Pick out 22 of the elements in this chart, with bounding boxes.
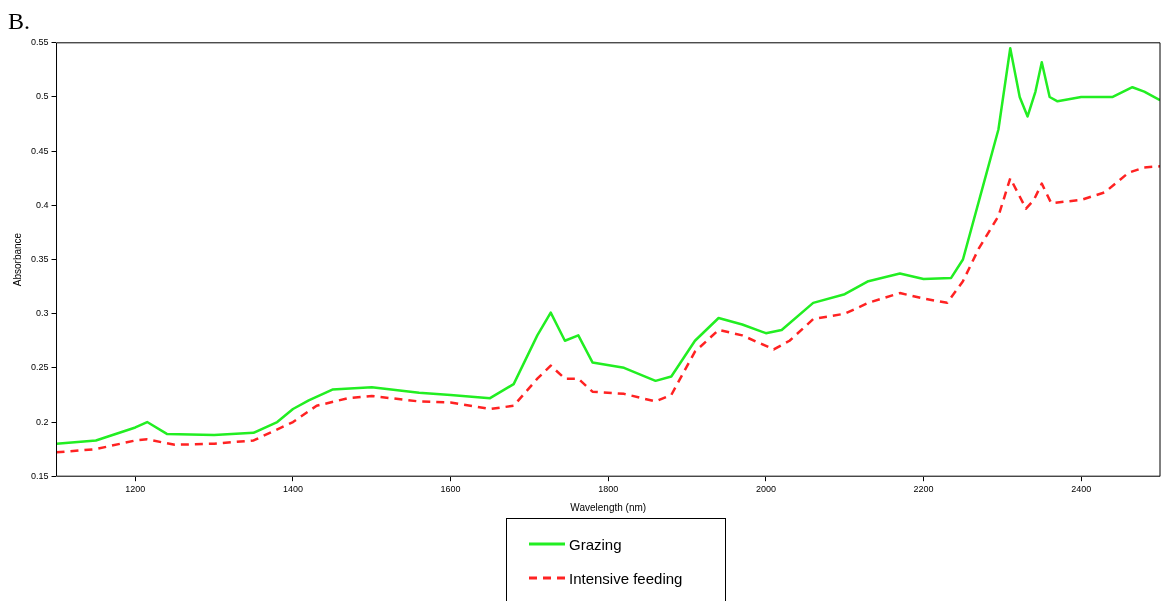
- x-tick-label: 1200: [125, 484, 146, 495]
- y-tick-label: 0.15: [30, 470, 49, 481]
- legend-label: Grazing: [569, 535, 622, 553]
- y-tick-label: 0.45: [30, 145, 49, 156]
- y-tick-label: 0.35: [30, 253, 49, 264]
- chart-title: B.: [8, 7, 31, 34]
- y-tick-label: 0.5: [36, 91, 49, 102]
- line-series: [56, 165, 1160, 454]
- x-tick-label: 1600: [440, 484, 461, 495]
- y-tick-label: 0.4: [36, 199, 49, 210]
- y-tick-label: 0.25: [30, 362, 49, 373]
- legend-label: Intensive feeding: [569, 569, 683, 587]
- y-tick-label: 0.55: [30, 37, 49, 48]
- x-tick-label: 2200: [913, 484, 934, 495]
- x-tick-label: 2400: [1071, 484, 1092, 495]
- y-tick-label: 0.3: [36, 308, 49, 319]
- x-axis-title: Wavelength (nm): [570, 501, 647, 513]
- x-tick-label: 2000: [755, 484, 776, 495]
- x-tick-label: 1400: [282, 484, 303, 495]
- y-axis-title: Absorbance: [11, 232, 23, 287]
- y-tick-label: 0.2: [36, 416, 49, 427]
- x-tick-label: 1800: [598, 484, 619, 495]
